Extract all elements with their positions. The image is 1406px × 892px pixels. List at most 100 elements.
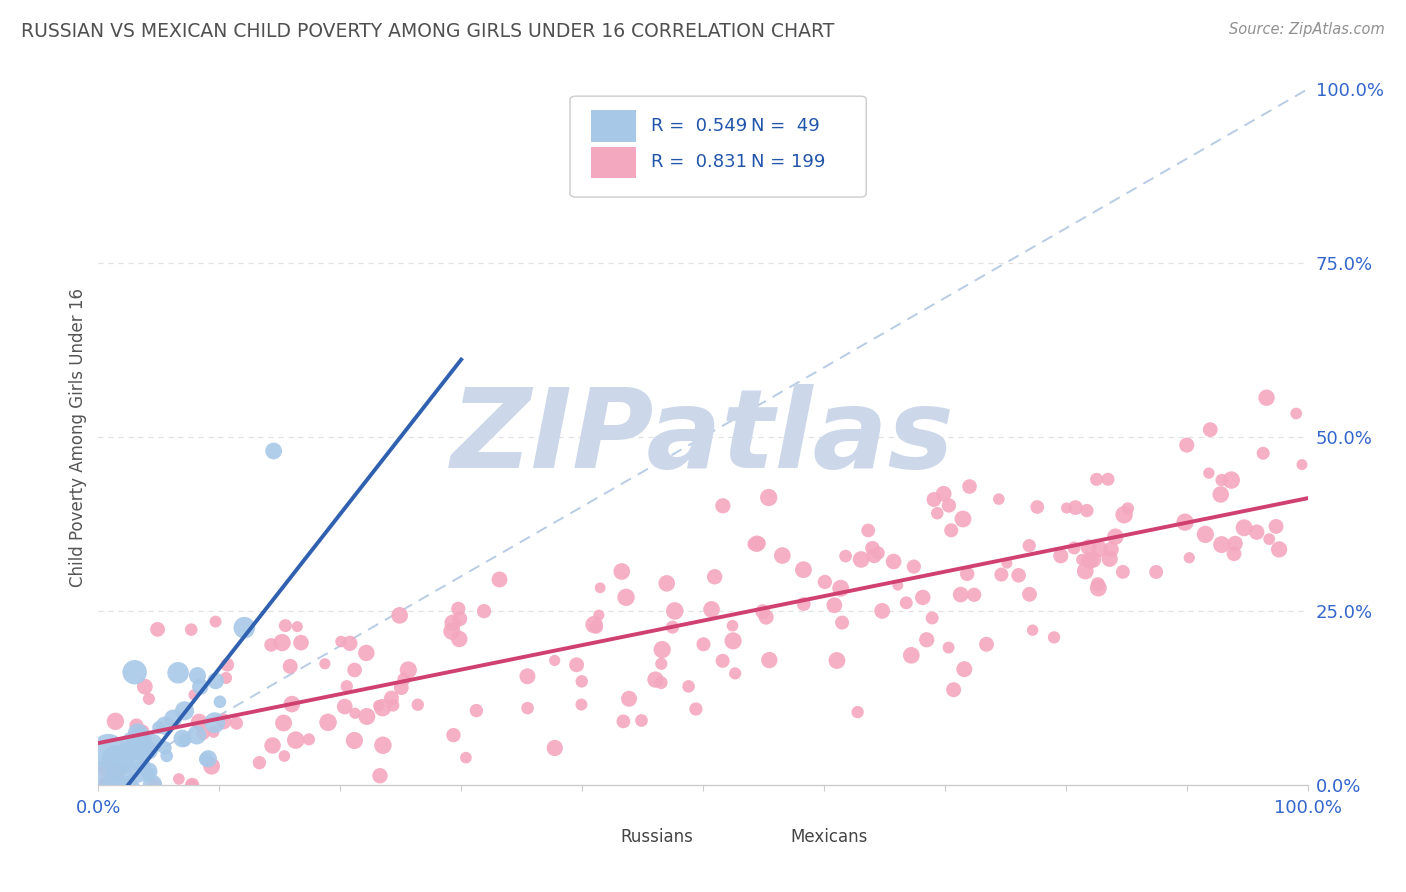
Point: [903, 559, 925, 574]
Point: [1258, 532, 1281, 546]
Point: [976, 637, 998, 651]
Point: [343, 733, 366, 747]
Point: [949, 588, 972, 602]
FancyBboxPatch shape: [740, 827, 782, 847]
Point: [758, 653, 780, 667]
Point: [1085, 472, 1108, 486]
Point: [834, 549, 856, 563]
Point: [472, 604, 495, 618]
Text: N = 199: N = 199: [751, 153, 825, 171]
Point: [330, 634, 353, 648]
Point: [465, 704, 488, 718]
Point: [825, 653, 848, 667]
Point: [110, 833, 132, 847]
Point: [172, 731, 194, 746]
Point: [814, 574, 837, 589]
Point: [186, 728, 208, 742]
Point: [247, 756, 270, 770]
Point: [830, 581, 852, 595]
Point: [1174, 515, 1197, 529]
Point: [197, 752, 219, 766]
Point: [953, 662, 976, 676]
Point: [1018, 539, 1040, 553]
Point: [823, 598, 845, 612]
Point: [612, 714, 634, 729]
Point: [711, 654, 734, 668]
Point: [217, 657, 239, 672]
Point: [368, 769, 391, 783]
Text: RUSSIAN VS MEXICAN CHILD POVERTY AMONG GIRLS UNDER 16 CORRELATION CHART: RUSSIAN VS MEXICAN CHILD POVERTY AMONG G…: [21, 22, 835, 41]
Point: [127, 766, 149, 780]
Point: [149, 796, 172, 810]
Point: [1223, 547, 1246, 561]
Point: [122, 833, 145, 847]
Point: [610, 565, 633, 579]
Point: [108, 776, 131, 790]
Point: [1194, 527, 1216, 541]
Point: [204, 673, 226, 688]
Point: [156, 748, 179, 763]
Point: [995, 556, 1018, 570]
Point: [1076, 503, 1098, 517]
Point: [831, 615, 853, 630]
Point: [111, 822, 134, 837]
Point: [195, 752, 218, 766]
Point: [105, 753, 128, 767]
Point: [202, 725, 225, 739]
Point: [173, 704, 195, 718]
Point: [692, 637, 714, 651]
Point: [927, 506, 949, 520]
Point: [104, 714, 127, 729]
Point: [233, 621, 256, 635]
Point: [285, 619, 308, 633]
Point: [356, 646, 378, 660]
Point: [748, 536, 770, 550]
Point: [447, 602, 470, 616]
Point: [1064, 500, 1087, 515]
Point: [1070, 552, 1092, 566]
Point: [124, 739, 146, 753]
Point: [143, 778, 166, 792]
Point: [343, 663, 366, 677]
Point: [1007, 568, 1029, 582]
Point: [911, 591, 934, 605]
Point: [932, 487, 955, 501]
Point: [516, 669, 538, 683]
Point: [183, 688, 205, 702]
Point: [1026, 500, 1049, 514]
Point: [915, 632, 938, 647]
Point: [883, 555, 905, 569]
Point: [938, 640, 960, 655]
Point: [544, 653, 567, 667]
Point: [371, 700, 394, 714]
Point: [388, 608, 411, 623]
Point: [96, 768, 118, 782]
Point: [938, 499, 960, 513]
Point: [941, 524, 963, 538]
Point: [97, 833, 120, 847]
Point: [392, 673, 415, 687]
Text: Russians: Russians: [621, 828, 693, 847]
Point: [1211, 538, 1233, 552]
Point: [516, 701, 538, 715]
Point: [204, 615, 226, 629]
Point: [770, 549, 793, 563]
FancyBboxPatch shape: [591, 111, 637, 142]
Point: [1220, 473, 1243, 487]
Point: [114, 787, 136, 801]
Point: [1049, 549, 1071, 563]
Point: [212, 714, 235, 729]
Point: [711, 499, 734, 513]
Point: [588, 608, 610, 623]
Point: [188, 680, 211, 694]
Point: [273, 716, 295, 731]
Point: [703, 570, 725, 584]
Point: [273, 749, 295, 764]
Point: [103, 823, 125, 838]
Point: [678, 679, 700, 693]
Point: [544, 741, 567, 756]
Point: [125, 733, 148, 747]
Point: [367, 698, 389, 713]
Point: [1104, 530, 1126, 544]
Point: [225, 716, 247, 731]
